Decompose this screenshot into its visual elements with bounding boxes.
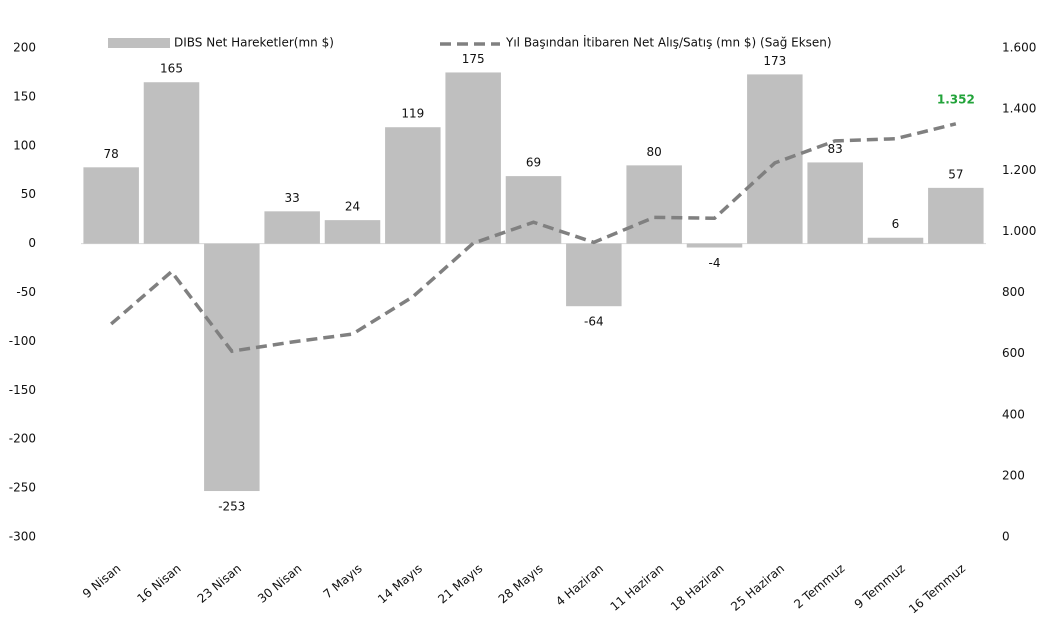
x-tick-label: 2 Temmuz (791, 561, 847, 611)
y-tick-label: 150 (13, 89, 36, 103)
line-value-label: 1.352 (937, 92, 975, 106)
y2-tick-label: 400 (1002, 407, 1025, 421)
y-tick-label: -150 (9, 383, 36, 397)
y-tick-label: 50 (21, 187, 36, 201)
bar (928, 187, 984, 244)
bar (686, 243, 743, 248)
bar-value-label: 83 (828, 142, 843, 156)
y-tick-label: -50 (16, 285, 36, 299)
bar (83, 167, 139, 244)
x-tick-label: 21 Mayıs (435, 561, 485, 606)
x-tick-label: 16 Nisan (134, 561, 183, 606)
bar-value-label: 69 (526, 156, 541, 170)
x-tick-label: 16 Temmuz (906, 561, 968, 616)
bar (204, 243, 260, 492)
bar-value-label: 24 (345, 200, 360, 214)
x-tick-label: 14 Mayıs (375, 561, 425, 606)
y-tick-label: -200 (9, 432, 36, 446)
bar-value-label: 175 (462, 52, 485, 66)
x-tick-label: 9 Temmuz (852, 561, 908, 611)
y-tick-label: 200 (13, 41, 36, 55)
bar (324, 220, 381, 244)
legend-label: DIBS Net Hareketler(mn $) (174, 36, 334, 50)
y2-tick-label: 800 (1002, 285, 1025, 299)
bar (867, 237, 924, 244)
legend-label: Yıl Başından İtibaren Net Alış/Satış (mn… (505, 35, 832, 50)
bar (143, 82, 200, 244)
y2-tick-label: 0 (1002, 530, 1010, 544)
line (110, 122, 957, 354)
x-tick-label: 23 Nisan (195, 561, 244, 606)
bar (505, 176, 562, 244)
y2-tick-label: 1.400 (1002, 102, 1036, 116)
bar-value-label: 57 (948, 167, 963, 181)
y2-tick-label: 1.000 (1002, 224, 1036, 238)
x-tick-label: 7 Mayıs (321, 561, 365, 601)
bar (385, 127, 441, 244)
bar (807, 162, 863, 244)
bar-value-label: 78 (104, 147, 119, 161)
bar (626, 165, 682, 244)
y-tick-label: -300 (9, 530, 36, 544)
x-tick-label: 30 Nisan (255, 561, 304, 606)
bar (445, 72, 501, 244)
bar (566, 243, 622, 307)
x-tick-label: 25 Haziran (728, 561, 787, 614)
y2-tick-label: 600 (1002, 346, 1025, 360)
bar-value-label: 173 (763, 54, 786, 68)
y2-tick-label: 200 (1002, 468, 1025, 482)
bar-value-label: 33 (285, 191, 300, 205)
legend-swatch (108, 38, 170, 48)
x-tick-label: 11 Haziran (608, 561, 667, 614)
x-tick-label: 18 Haziran (668, 561, 727, 614)
y-tick-label: 100 (13, 138, 36, 152)
y-tick-label: -250 (9, 481, 36, 495)
y2-tick-label: 1.200 (1002, 163, 1036, 177)
y2-tick-label: 1.600 (1002, 41, 1036, 55)
x-tick-label: 9 Nisan (80, 561, 123, 601)
bar (264, 211, 320, 244)
y-tick-label: -100 (9, 334, 36, 348)
bar-value-label: -253 (218, 500, 245, 514)
bar-value-label: 6 (892, 217, 900, 231)
bar-value-label: 80 (647, 145, 662, 159)
bar-value-label: 119 (401, 107, 424, 121)
bar-value-label: -4 (709, 256, 721, 270)
x-tick-label: 4 Haziran (553, 561, 606, 609)
bar-value-label: -64 (584, 315, 604, 329)
x-tick-label: 28 Mayıs (496, 561, 546, 606)
bar-value-label: 165 (160, 62, 183, 76)
y-tick-label: 0 (28, 236, 36, 250)
bar (747, 74, 803, 244)
